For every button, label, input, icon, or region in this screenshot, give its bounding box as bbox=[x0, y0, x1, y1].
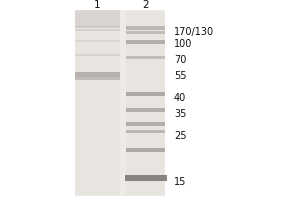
Bar bbox=[75, 10, 165, 196]
Bar bbox=[126, 130, 165, 133]
Bar bbox=[126, 11, 165, 195]
Text: 170/130: 170/130 bbox=[174, 27, 214, 37]
Text: 25: 25 bbox=[174, 131, 187, 141]
Text: 55: 55 bbox=[174, 71, 187, 81]
Bar bbox=[75, 77, 120, 80]
Text: 15: 15 bbox=[174, 177, 186, 187]
Bar bbox=[75, 54, 120, 56]
Bar bbox=[126, 26, 165, 30]
Bar bbox=[75, 29, 120, 31]
Text: 35: 35 bbox=[174, 109, 186, 119]
Bar bbox=[126, 108, 165, 112]
Bar bbox=[75, 72, 120, 77]
Bar bbox=[126, 56, 165, 59]
Text: 100: 100 bbox=[174, 39, 192, 49]
Text: 70: 70 bbox=[174, 55, 186, 65]
Bar bbox=[75, 40, 120, 42]
Text: 1: 1 bbox=[94, 0, 101, 10]
Bar bbox=[75, 11, 120, 195]
Bar bbox=[126, 148, 165, 152]
Bar bbox=[126, 31, 165, 34]
Bar bbox=[75, 26, 120, 28]
Bar bbox=[126, 92, 165, 96]
Bar bbox=[126, 122, 165, 126]
Text: 40: 40 bbox=[174, 93, 186, 103]
Bar bbox=[75, 10, 120, 27]
Bar bbox=[126, 40, 165, 44]
Text: 2: 2 bbox=[142, 0, 149, 10]
Bar bbox=[124, 175, 167, 181]
